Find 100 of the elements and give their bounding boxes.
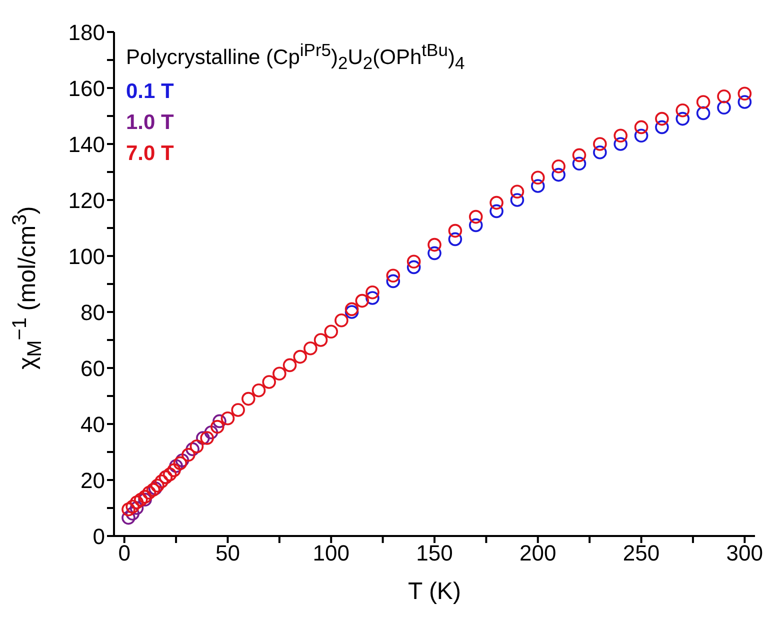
point bbox=[738, 86, 752, 100]
point bbox=[138, 490, 152, 504]
point bbox=[122, 510, 136, 525]
point bbox=[122, 502, 136, 516]
y-tick-label: 0 bbox=[92, 524, 105, 549]
point bbox=[154, 474, 168, 488]
x-tick-label: 300 bbox=[726, 540, 764, 566]
text: 0.1 T bbox=[126, 79, 174, 105]
point bbox=[190, 440, 204, 454]
point bbox=[200, 431, 214, 445]
x-tick-label: 150 bbox=[416, 540, 453, 566]
point bbox=[406, 260, 421, 274]
point bbox=[130, 501, 144, 515]
point bbox=[738, 95, 752, 109]
point bbox=[655, 112, 669, 126]
y-tick-label: 180 bbox=[68, 20, 105, 45]
y-tick-label: 80 bbox=[80, 300, 105, 325]
point bbox=[293, 350, 307, 364]
point bbox=[552, 160, 566, 174]
point bbox=[186, 442, 200, 456]
point bbox=[334, 314, 348, 328]
y-tick-label: 20 bbox=[80, 468, 105, 493]
point bbox=[304, 342, 318, 356]
point bbox=[386, 268, 400, 282]
y-tick-label: 60 bbox=[80, 356, 105, 381]
point bbox=[676, 104, 690, 118]
point bbox=[130, 496, 144, 510]
x-tick-label: 100 bbox=[312, 540, 350, 566]
point bbox=[717, 90, 731, 104]
y-tick-label: 120 bbox=[68, 188, 105, 213]
point bbox=[614, 137, 628, 151]
point bbox=[510, 184, 524, 198]
point bbox=[169, 459, 183, 473]
point bbox=[150, 478, 164, 492]
point bbox=[162, 468, 177, 482]
point bbox=[142, 486, 156, 500]
point bbox=[490, 196, 504, 210]
text: Polycrystalline (Cp$^{iPr5}$)$_{2}$U$_{2}$(OPh$^{tBu}$)$_{4}$ bbox=[126, 40, 465, 74]
point bbox=[468, 218, 483, 232]
point bbox=[126, 500, 140, 514]
point bbox=[355, 294, 370, 308]
y-tick-label: 40 bbox=[80, 412, 105, 437]
point bbox=[272, 366, 286, 380]
point bbox=[428, 246, 442, 260]
point bbox=[386, 274, 400, 288]
point bbox=[366, 291, 380, 305]
point bbox=[448, 224, 462, 238]
point bbox=[366, 286, 380, 300]
point bbox=[552, 168, 566, 182]
point bbox=[696, 95, 710, 109]
point bbox=[175, 454, 190, 468]
point bbox=[138, 492, 152, 506]
point bbox=[344, 302, 359, 316]
point bbox=[212, 414, 226, 428]
point bbox=[634, 120, 648, 134]
point bbox=[530, 179, 545, 193]
point bbox=[510, 193, 524, 207]
text: 1.0 T bbox=[126, 110, 174, 136]
point bbox=[614, 128, 628, 142]
y-tick-label: 100 bbox=[68, 244, 105, 269]
point bbox=[448, 232, 462, 246]
point bbox=[406, 254, 421, 268]
point bbox=[655, 120, 669, 134]
point bbox=[134, 492, 148, 506]
point bbox=[173, 456, 188, 470]
point bbox=[324, 324, 338, 338]
point bbox=[530, 170, 545, 184]
point bbox=[314, 333, 328, 347]
point bbox=[126, 506, 140, 520]
point bbox=[572, 156, 586, 170]
point bbox=[634, 128, 648, 142]
point bbox=[252, 384, 266, 398]
x-tick-label: 250 bbox=[622, 540, 660, 566]
point bbox=[676, 112, 690, 126]
point bbox=[262, 375, 276, 389]
text: 7.0 T bbox=[126, 141, 174, 167]
x-tick-label: 50 bbox=[215, 540, 240, 566]
point bbox=[204, 426, 218, 440]
point bbox=[196, 431, 210, 445]
y-tick-label: 140 bbox=[68, 132, 105, 157]
point bbox=[717, 100, 731, 114]
point bbox=[182, 448, 196, 462]
point bbox=[242, 392, 256, 406]
point bbox=[490, 204, 504, 218]
point bbox=[167, 463, 181, 478]
y-tick-label: 160 bbox=[68, 76, 105, 101]
point bbox=[593, 146, 607, 160]
point bbox=[210, 420, 224, 434]
x-axis-title: T (K) bbox=[407, 578, 462, 606]
point bbox=[428, 238, 442, 252]
point bbox=[220, 412, 235, 426]
point bbox=[468, 210, 483, 224]
point bbox=[593, 137, 607, 151]
point bbox=[231, 403, 245, 417]
x-tick-label: 0 bbox=[118, 540, 130, 566]
point bbox=[282, 358, 297, 372]
point bbox=[572, 148, 586, 162]
x-tick-label: 200 bbox=[520, 540, 556, 566]
point bbox=[344, 305, 359, 319]
point bbox=[696, 106, 710, 120]
